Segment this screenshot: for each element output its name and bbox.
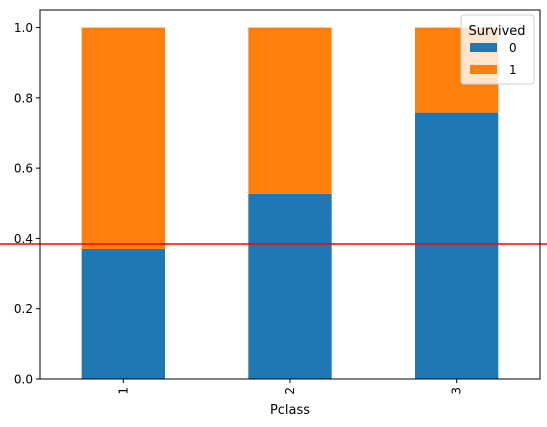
x-tick-label-3: 3	[450, 387, 464, 395]
legend: Survived 01	[460, 14, 535, 85]
y-tick-label: 0.6	[14, 162, 33, 176]
bar-pclass-1-survived-1	[81, 27, 165, 249]
bars-layer	[81, 27, 499, 380]
legend-title: Survived	[468, 24, 525, 39]
legend-label-1: 1	[509, 63, 517, 77]
y-axis: 0.0 0.2 0.4 0.6 0.8 1.0	[14, 21, 40, 387]
y-tick-label: 0.0	[14, 373, 33, 387]
y-tick-label: 0.8	[14, 91, 33, 105]
bar-pclass-1-survived-0	[81, 248, 165, 379]
y-tick-label: 0.2	[14, 302, 33, 316]
bar-pclass-2-survived-0	[248, 193, 332, 379]
x-axis: 1 2 3	[116, 379, 464, 395]
y-tick-label: 1.0	[14, 21, 33, 35]
legend-swatch-1	[470, 65, 497, 74]
y-tick-label: 0.4	[14, 232, 33, 246]
bar-pclass-2-survived-1	[248, 27, 332, 194]
x-tick-label-2: 2	[283, 387, 297, 395]
legend-label-0: 0	[509, 41, 517, 55]
legend-items: 01	[470, 41, 517, 77]
x-tick-label-1: 1	[116, 387, 130, 395]
bar-pclass-3-survived-0	[415, 112, 499, 380]
x-axis-label: Pclass	[270, 403, 310, 418]
legend-swatch-0	[470, 43, 497, 52]
